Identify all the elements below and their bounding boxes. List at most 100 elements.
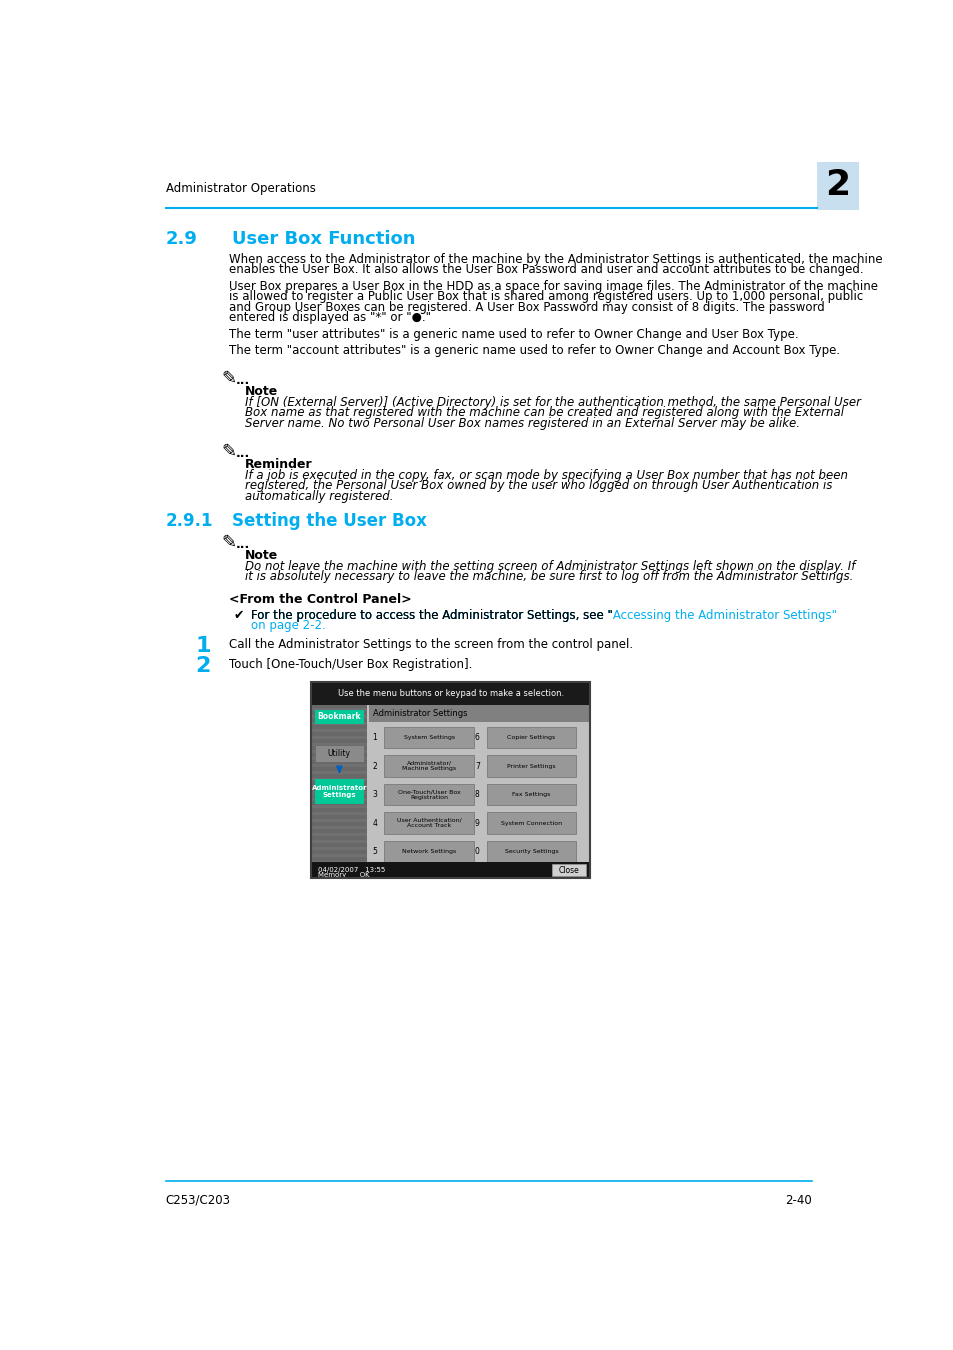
Text: 2: 2	[373, 761, 377, 771]
Text: Do not leave the machine with the setting screen of Administrator Settings left : Do not leave the machine with the settin…	[245, 560, 854, 574]
Text: 3: 3	[373, 790, 377, 799]
FancyBboxPatch shape	[486, 755, 576, 776]
FancyBboxPatch shape	[311, 798, 367, 802]
Text: 0: 0	[475, 846, 479, 856]
Text: ...: ...	[235, 447, 250, 459]
Text: Use the menu buttons or keypad to make a selection.: Use the menu buttons or keypad to make a…	[337, 690, 563, 698]
Text: Network Settings: Network Settings	[402, 849, 456, 855]
FancyBboxPatch shape	[551, 864, 585, 876]
FancyBboxPatch shape	[311, 709, 367, 711]
Text: System Connection: System Connection	[500, 821, 561, 826]
Text: ✔: ✔	[233, 609, 243, 621]
Text: For the procedure to access the Administrator Settings, see "Accessing the Admin: For the procedure to access the Administ…	[251, 609, 836, 621]
Text: Printer Settings: Printer Settings	[507, 764, 556, 768]
FancyBboxPatch shape	[486, 784, 576, 806]
FancyBboxPatch shape	[311, 853, 367, 857]
Text: Setting the User Box: Setting the User Box	[232, 513, 426, 531]
Text: 04/02/2007   13:55: 04/02/2007 13:55	[317, 867, 384, 873]
FancyBboxPatch shape	[311, 764, 367, 767]
Text: 2: 2	[195, 656, 211, 676]
FancyBboxPatch shape	[311, 806, 367, 809]
Text: Copier Settings: Copier Settings	[507, 734, 555, 740]
FancyBboxPatch shape	[311, 861, 367, 864]
Text: The term "user attributes" is a generic name used to refer to Owner Change and U: The term "user attributes" is a generic …	[229, 328, 798, 340]
Text: System Settings: System Settings	[403, 734, 455, 740]
FancyBboxPatch shape	[311, 826, 367, 829]
FancyBboxPatch shape	[486, 841, 576, 863]
Text: Note: Note	[245, 549, 277, 563]
Text: is allowed to register a Public User Box that is shared among registered users. : is allowed to register a Public User Box…	[229, 290, 862, 304]
FancyBboxPatch shape	[314, 710, 364, 724]
FancyBboxPatch shape	[311, 729, 367, 732]
Text: Administrator/
Machine Settings: Administrator/ Machine Settings	[402, 760, 456, 771]
FancyBboxPatch shape	[311, 819, 367, 822]
Text: ✎: ✎	[221, 370, 236, 387]
Text: User Authentication/
Account Track: User Authentication/ Account Track	[396, 818, 461, 829]
Text: 8: 8	[475, 790, 479, 799]
Text: Administrator
Settings: Administrator Settings	[312, 784, 367, 798]
FancyBboxPatch shape	[311, 868, 367, 871]
FancyBboxPatch shape	[384, 841, 474, 863]
Text: Administrator Settings: Administrator Settings	[373, 709, 468, 718]
Text: ...: ...	[235, 374, 250, 386]
FancyBboxPatch shape	[384, 755, 474, 776]
Text: and Group User Boxes can be registered. A User Box Password may consist of 8 dig: and Group User Boxes can be registered. …	[229, 301, 824, 313]
Text: Administrator Operations: Administrator Operations	[166, 182, 315, 196]
FancyBboxPatch shape	[311, 791, 367, 795]
Text: Utility: Utility	[328, 749, 351, 759]
FancyBboxPatch shape	[311, 722, 367, 725]
FancyBboxPatch shape	[816, 162, 858, 209]
Text: 2.9.1: 2.9.1	[166, 513, 213, 531]
Text: 9: 9	[475, 818, 479, 828]
FancyBboxPatch shape	[314, 745, 364, 763]
Text: 7: 7	[475, 761, 479, 771]
FancyBboxPatch shape	[311, 736, 367, 738]
Text: <From the Control Panel>: <From the Control Panel>	[229, 593, 412, 606]
Text: Touch [One-Touch/User Box Registration].: Touch [One-Touch/User Box Registration].	[229, 659, 472, 671]
Text: 2-40: 2-40	[784, 1193, 811, 1207]
Text: automatically registered.: automatically registered.	[245, 490, 393, 502]
FancyBboxPatch shape	[486, 813, 576, 834]
Text: 6: 6	[475, 733, 479, 743]
Text: Close: Close	[558, 865, 578, 875]
Text: Note: Note	[245, 385, 277, 398]
Text: registered, the Personal User Box owned by the user who logged on through User A: registered, the Personal User Box owned …	[245, 479, 831, 493]
Text: it is absolutely necessary to leave the machine, be sure first to log off from t: it is absolutely necessary to leave the …	[245, 571, 852, 583]
Text: on page 2-2.: on page 2-2.	[251, 620, 325, 632]
FancyBboxPatch shape	[311, 771, 367, 774]
FancyBboxPatch shape	[311, 778, 367, 780]
FancyBboxPatch shape	[384, 726, 474, 748]
FancyBboxPatch shape	[314, 779, 364, 803]
Text: ...: ...	[235, 537, 250, 551]
Text: 1: 1	[195, 636, 211, 656]
FancyBboxPatch shape	[384, 813, 474, 834]
FancyBboxPatch shape	[311, 875, 367, 878]
FancyBboxPatch shape	[311, 757, 367, 760]
Text: If [ON (External Server)] (Active Directory) is set for the authentication metho: If [ON (External Server)] (Active Direct…	[245, 396, 860, 409]
Text: Security Settings: Security Settings	[504, 849, 558, 855]
Text: Memory      OK: Memory OK	[317, 872, 369, 879]
FancyBboxPatch shape	[369, 705, 588, 722]
Text: Server name. No two Personal User Box names registered in an External Server may: Server name. No two Personal User Box na…	[245, 417, 799, 429]
Text: 2.9: 2.9	[166, 230, 197, 248]
FancyBboxPatch shape	[384, 784, 474, 806]
Text: Fax Settings: Fax Settings	[512, 792, 550, 796]
Text: If a job is executed in the copy, fax, or scan mode by specifying a User Box num: If a job is executed in the copy, fax, o…	[245, 468, 847, 482]
Text: 2: 2	[824, 169, 849, 202]
Text: 1: 1	[373, 733, 377, 743]
Text: For the procedure to access the Administrator Settings, see ": For the procedure to access the Administ…	[251, 609, 612, 621]
FancyBboxPatch shape	[486, 726, 576, 748]
Text: When access to the Administrator of the machine by the Administrator Settings is: When access to the Administrator of the …	[229, 252, 882, 266]
Text: Call the Administrator Settings to the screen from the control panel.: Call the Administrator Settings to the s…	[229, 639, 633, 651]
Text: ✎: ✎	[221, 443, 236, 460]
Text: enables the User Box. It also allows the User Box Password and user and account : enables the User Box. It also allows the…	[229, 263, 863, 277]
Text: Box name as that registered with the machine can be created and registered along: Box name as that registered with the mac…	[245, 406, 842, 420]
Text: Reminder: Reminder	[245, 458, 312, 471]
Text: User Box prepares a User Box in the HDD as a space for saving image files. The A: User Box prepares a User Box in the HDD …	[229, 279, 878, 293]
FancyBboxPatch shape	[311, 833, 367, 836]
FancyBboxPatch shape	[311, 813, 367, 815]
FancyBboxPatch shape	[311, 846, 367, 850]
Text: C253/C203: C253/C203	[166, 1193, 231, 1207]
Text: entered is displayed as "*" or "●.": entered is displayed as "*" or "●."	[229, 310, 431, 324]
FancyBboxPatch shape	[311, 743, 367, 747]
